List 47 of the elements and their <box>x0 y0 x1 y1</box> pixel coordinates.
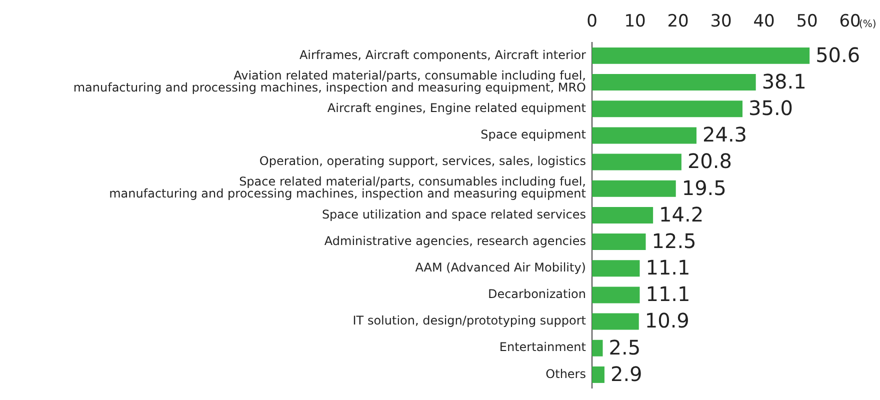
data-label: 24.3 <box>702 122 748 147</box>
bar <box>592 366 604 383</box>
bar <box>592 47 810 64</box>
bar <box>592 313 639 330</box>
x-tick-label: 50 <box>796 12 818 32</box>
y-tick-label: AAM (Advanced Air Mobility) <box>415 260 586 274</box>
x-tick-label: 60 <box>839 12 861 32</box>
data-label: 35.0 <box>748 96 794 120</box>
bar <box>592 260 640 277</box>
x-tick-label: 10 <box>624 12 646 32</box>
data-label: 2.5 <box>608 335 641 360</box>
x-axis-title: (%) <box>859 18 876 30</box>
y-tick-label: Entertainment <box>499 340 586 354</box>
bar <box>592 74 756 91</box>
y-tick-label: Space related material/parts, consumables including fuel, manufacturing and processing machines, inspection and measuring equipment <box>109 174 586 201</box>
data-label: 38.1 <box>762 69 806 94</box>
data-label: 14.2 <box>659 202 704 226</box>
y-tick-label: Space equipment <box>480 128 586 142</box>
bar <box>592 100 742 118</box>
data-label: 10.9 <box>644 308 690 333</box>
bar <box>592 154 682 170</box>
x-tick-label: 20 <box>667 12 689 32</box>
x-tick-label: 40 <box>753 12 775 32</box>
data-label: 11.1 <box>646 256 690 280</box>
y-tick-label: Aviation related material/parts, consumable including fuel, manufacturing and processing machines, inspection and measuring equipment, MRO <box>73 68 586 94</box>
data-label: 11.1 <box>646 282 690 306</box>
data-label: 12.5 <box>652 228 696 253</box>
y-tick-label: Others <box>546 366 586 381</box>
bar <box>592 286 640 304</box>
data-label: 2.9 <box>610 362 642 386</box>
bar <box>592 127 696 144</box>
bar <box>592 340 603 356</box>
y-tick-label: Operation, operating support, services, sales, logistics <box>259 154 586 168</box>
y-tick-label: IT solution, design/prototyping support <box>352 314 586 328</box>
data-label: 50.6 <box>816 42 860 67</box>
y-tick-label: Administrative agencies, research agencies <box>324 234 586 248</box>
bar <box>592 234 646 250</box>
x-tick-label: 30 <box>710 12 732 32</box>
bar <box>592 206 654 224</box>
y-tick-label: Space utilization and space related services <box>322 207 586 222</box>
data-label: 20.8 <box>687 149 732 174</box>
bar <box>592 180 676 197</box>
y-tick-label: Aircraft engines, Engine related equipment <box>327 100 586 115</box>
y-tick-label: Airframes, Aircraft components, Aircraft interior <box>299 48 586 62</box>
y-tick-label: Decarbonization <box>488 287 586 302</box>
x-tick-label: 0 <box>586 12 598 32</box>
data-label: 19.5 <box>682 176 726 200</box>
